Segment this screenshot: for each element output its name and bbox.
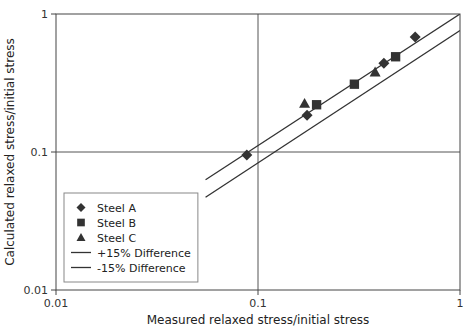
legend-box [64, 193, 198, 282]
data-point [378, 58, 389, 69]
plot-frame [56, 14, 460, 290]
legend-swatch [77, 233, 86, 241]
axes: 0.01 0.1 1 0.01 0.1 1 [24, 8, 464, 310]
data-point [241, 150, 252, 161]
x-tick-label: 1 [457, 297, 464, 310]
plot-area [56, 14, 460, 290]
reference-line [258, 14, 259, 290]
data-point [312, 100, 321, 109]
legend-item: Steel A [77, 202, 137, 215]
legend-label: Steel C [97, 232, 136, 245]
legend-label: Steel A [97, 202, 136, 215]
legend-label: -15% Difference [97, 262, 186, 275]
legend-item: Steel B [77, 217, 136, 230]
y-tick [51, 14, 56, 15]
data-point [391, 52, 400, 61]
legend-item: +15% Difference [71, 247, 191, 260]
legend-swatch [71, 252, 91, 253]
chart: 0.01 0.1 1 0.01 0.1 1 Measured relaxed stress/… [0, 0, 474, 332]
y-tick-label: 1 [41, 8, 48, 21]
y-tick-label: 0.01 [24, 284, 49, 297]
x-tick [258, 290, 259, 295]
legend-item: Steel C [77, 232, 137, 245]
y-tick [51, 290, 56, 291]
data-point [299, 98, 310, 108]
data-point [370, 66, 381, 76]
y-axis-label: Calculated relaxed stress/initial stress [3, 38, 17, 266]
difference-line [206, 30, 460, 197]
legend-swatch [77, 219, 85, 227]
legend-label: Steel B [97, 217, 136, 230]
legend-swatch [71, 267, 91, 268]
data-point [350, 80, 359, 89]
legend-label: +15% Difference [97, 247, 191, 260]
data-point [410, 32, 421, 43]
background [0, 0, 474, 332]
difference-line [206, 14, 460, 180]
y-tick [51, 152, 56, 153]
x-tick [56, 290, 57, 295]
legend-item: -15% Difference [71, 262, 186, 275]
y-tick-label: 0.1 [31, 146, 49, 159]
x-tick-label: 0.1 [249, 297, 267, 310]
legend-swatch [77, 203, 86, 212]
data-point [302, 110, 313, 121]
x-tick-label: 0.01 [44, 297, 69, 310]
x-axis-label: Measured relaxed stress/initial stress [147, 313, 370, 327]
legend: Steel A Steel B Steel C +15% Difference -15%… [64, 193, 198, 282]
x-tick [460, 290, 461, 295]
